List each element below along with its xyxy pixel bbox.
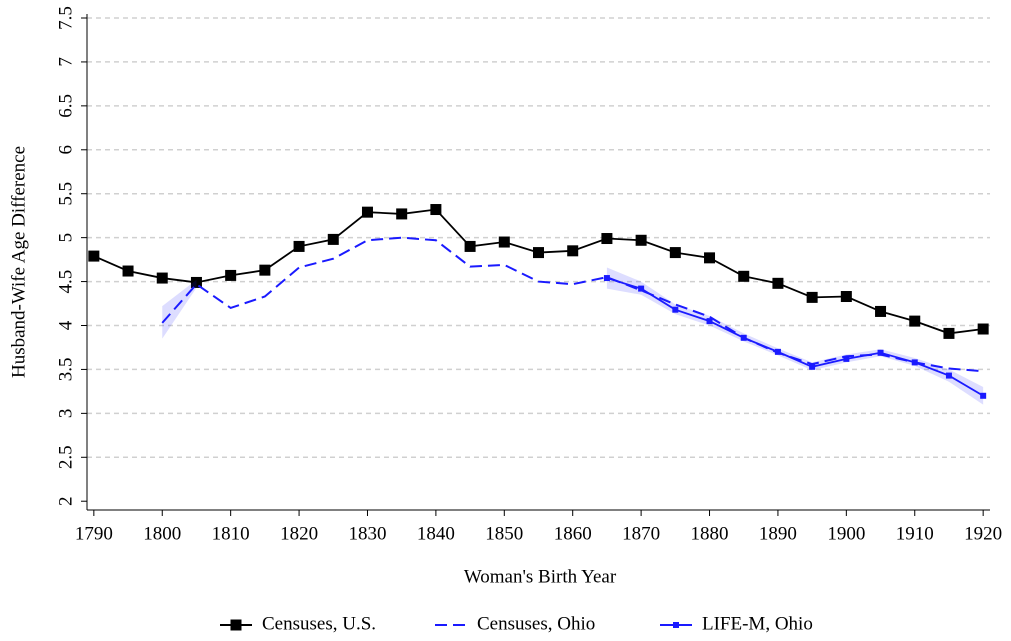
data-point bbox=[327, 233, 339, 245]
data-point bbox=[601, 233, 613, 245]
data-point bbox=[980, 392, 987, 399]
data-point bbox=[774, 348, 781, 355]
data-point bbox=[293, 240, 305, 252]
x-tick-label: 1810 bbox=[212, 523, 250, 544]
data-point bbox=[911, 359, 918, 366]
data-point bbox=[806, 291, 818, 303]
x-tick-label: 1890 bbox=[759, 523, 797, 544]
x-tick-label: 1850 bbox=[485, 523, 523, 544]
data-point bbox=[877, 349, 884, 356]
y-tick-label: 2 bbox=[55, 496, 76, 506]
data-point bbox=[603, 275, 610, 282]
x-tick-label: 1820 bbox=[280, 523, 318, 544]
data-point bbox=[464, 240, 476, 252]
x-tick-label: 1920 bbox=[964, 523, 1002, 544]
y-axis-title: Husband-Wife Age Difference bbox=[8, 146, 29, 378]
y-tick-label: 3 bbox=[55, 409, 76, 419]
data-point bbox=[638, 285, 645, 292]
y-tick-label: 6 bbox=[55, 145, 76, 155]
data-point bbox=[772, 277, 784, 289]
y-tick-label: 4.5 bbox=[55, 270, 76, 294]
x-tick-label: 1800 bbox=[143, 523, 181, 544]
data-point bbox=[840, 291, 852, 303]
x-tick-label: 1830 bbox=[348, 523, 386, 544]
data-point bbox=[567, 245, 579, 257]
data-point bbox=[706, 318, 713, 325]
data-point bbox=[122, 265, 134, 277]
data-point bbox=[225, 269, 237, 281]
series-line bbox=[161, 236, 984, 373]
data-point bbox=[156, 272, 168, 284]
legend-marker bbox=[230, 619, 242, 631]
y-tick-label: 2.5 bbox=[55, 445, 76, 469]
data-point bbox=[672, 306, 679, 313]
y-tick-label: 4 bbox=[55, 320, 76, 330]
data-point bbox=[843, 355, 850, 362]
data-point bbox=[498, 236, 510, 248]
x-tick-label: 1880 bbox=[691, 523, 729, 544]
y-tick-label: 7.5 bbox=[55, 6, 76, 30]
data-point bbox=[669, 247, 681, 259]
data-point bbox=[635, 234, 647, 246]
legend-label: Censuses, Ohio bbox=[477, 613, 595, 634]
y-tick-label: 5.5 bbox=[55, 182, 76, 206]
data-point bbox=[430, 204, 442, 216]
x-tick-label: 1840 bbox=[417, 523, 455, 544]
y-tick-label: 5 bbox=[55, 233, 76, 243]
data-point bbox=[738, 270, 750, 282]
data-point bbox=[943, 327, 955, 339]
data-point bbox=[361, 206, 373, 218]
data-point bbox=[88, 250, 100, 262]
data-point bbox=[533, 247, 544, 259]
data-point bbox=[396, 208, 408, 220]
y-tick-label: 7 bbox=[55, 57, 76, 67]
x-tick-label: 1900 bbox=[827, 523, 865, 544]
data-point bbox=[909, 315, 921, 327]
data-point bbox=[945, 372, 952, 379]
data-point bbox=[190, 276, 202, 288]
legend-label: Censuses, U.S. bbox=[262, 613, 376, 634]
data-point bbox=[740, 334, 747, 341]
data-point bbox=[704, 252, 716, 264]
data-point bbox=[259, 264, 271, 276]
y-tick-label: 6.5 bbox=[55, 94, 76, 118]
data-point bbox=[977, 323, 989, 335]
x-tick-label: 1790 bbox=[75, 523, 113, 544]
data-point bbox=[809, 363, 816, 370]
legend-marker bbox=[673, 622, 679, 628]
series-line bbox=[606, 277, 984, 397]
x-axis-title: Woman's Birth Year bbox=[464, 566, 617, 587]
x-tick-label: 1870 bbox=[622, 523, 660, 544]
x-tick-label: 1860 bbox=[554, 523, 592, 544]
confidence-band bbox=[606, 267, 984, 405]
legend-label: LIFE-M, Ohio bbox=[702, 613, 813, 634]
data-point bbox=[875, 305, 887, 317]
y-tick-label: 3.5 bbox=[55, 358, 76, 382]
x-tick-label: 1910 bbox=[896, 523, 934, 544]
